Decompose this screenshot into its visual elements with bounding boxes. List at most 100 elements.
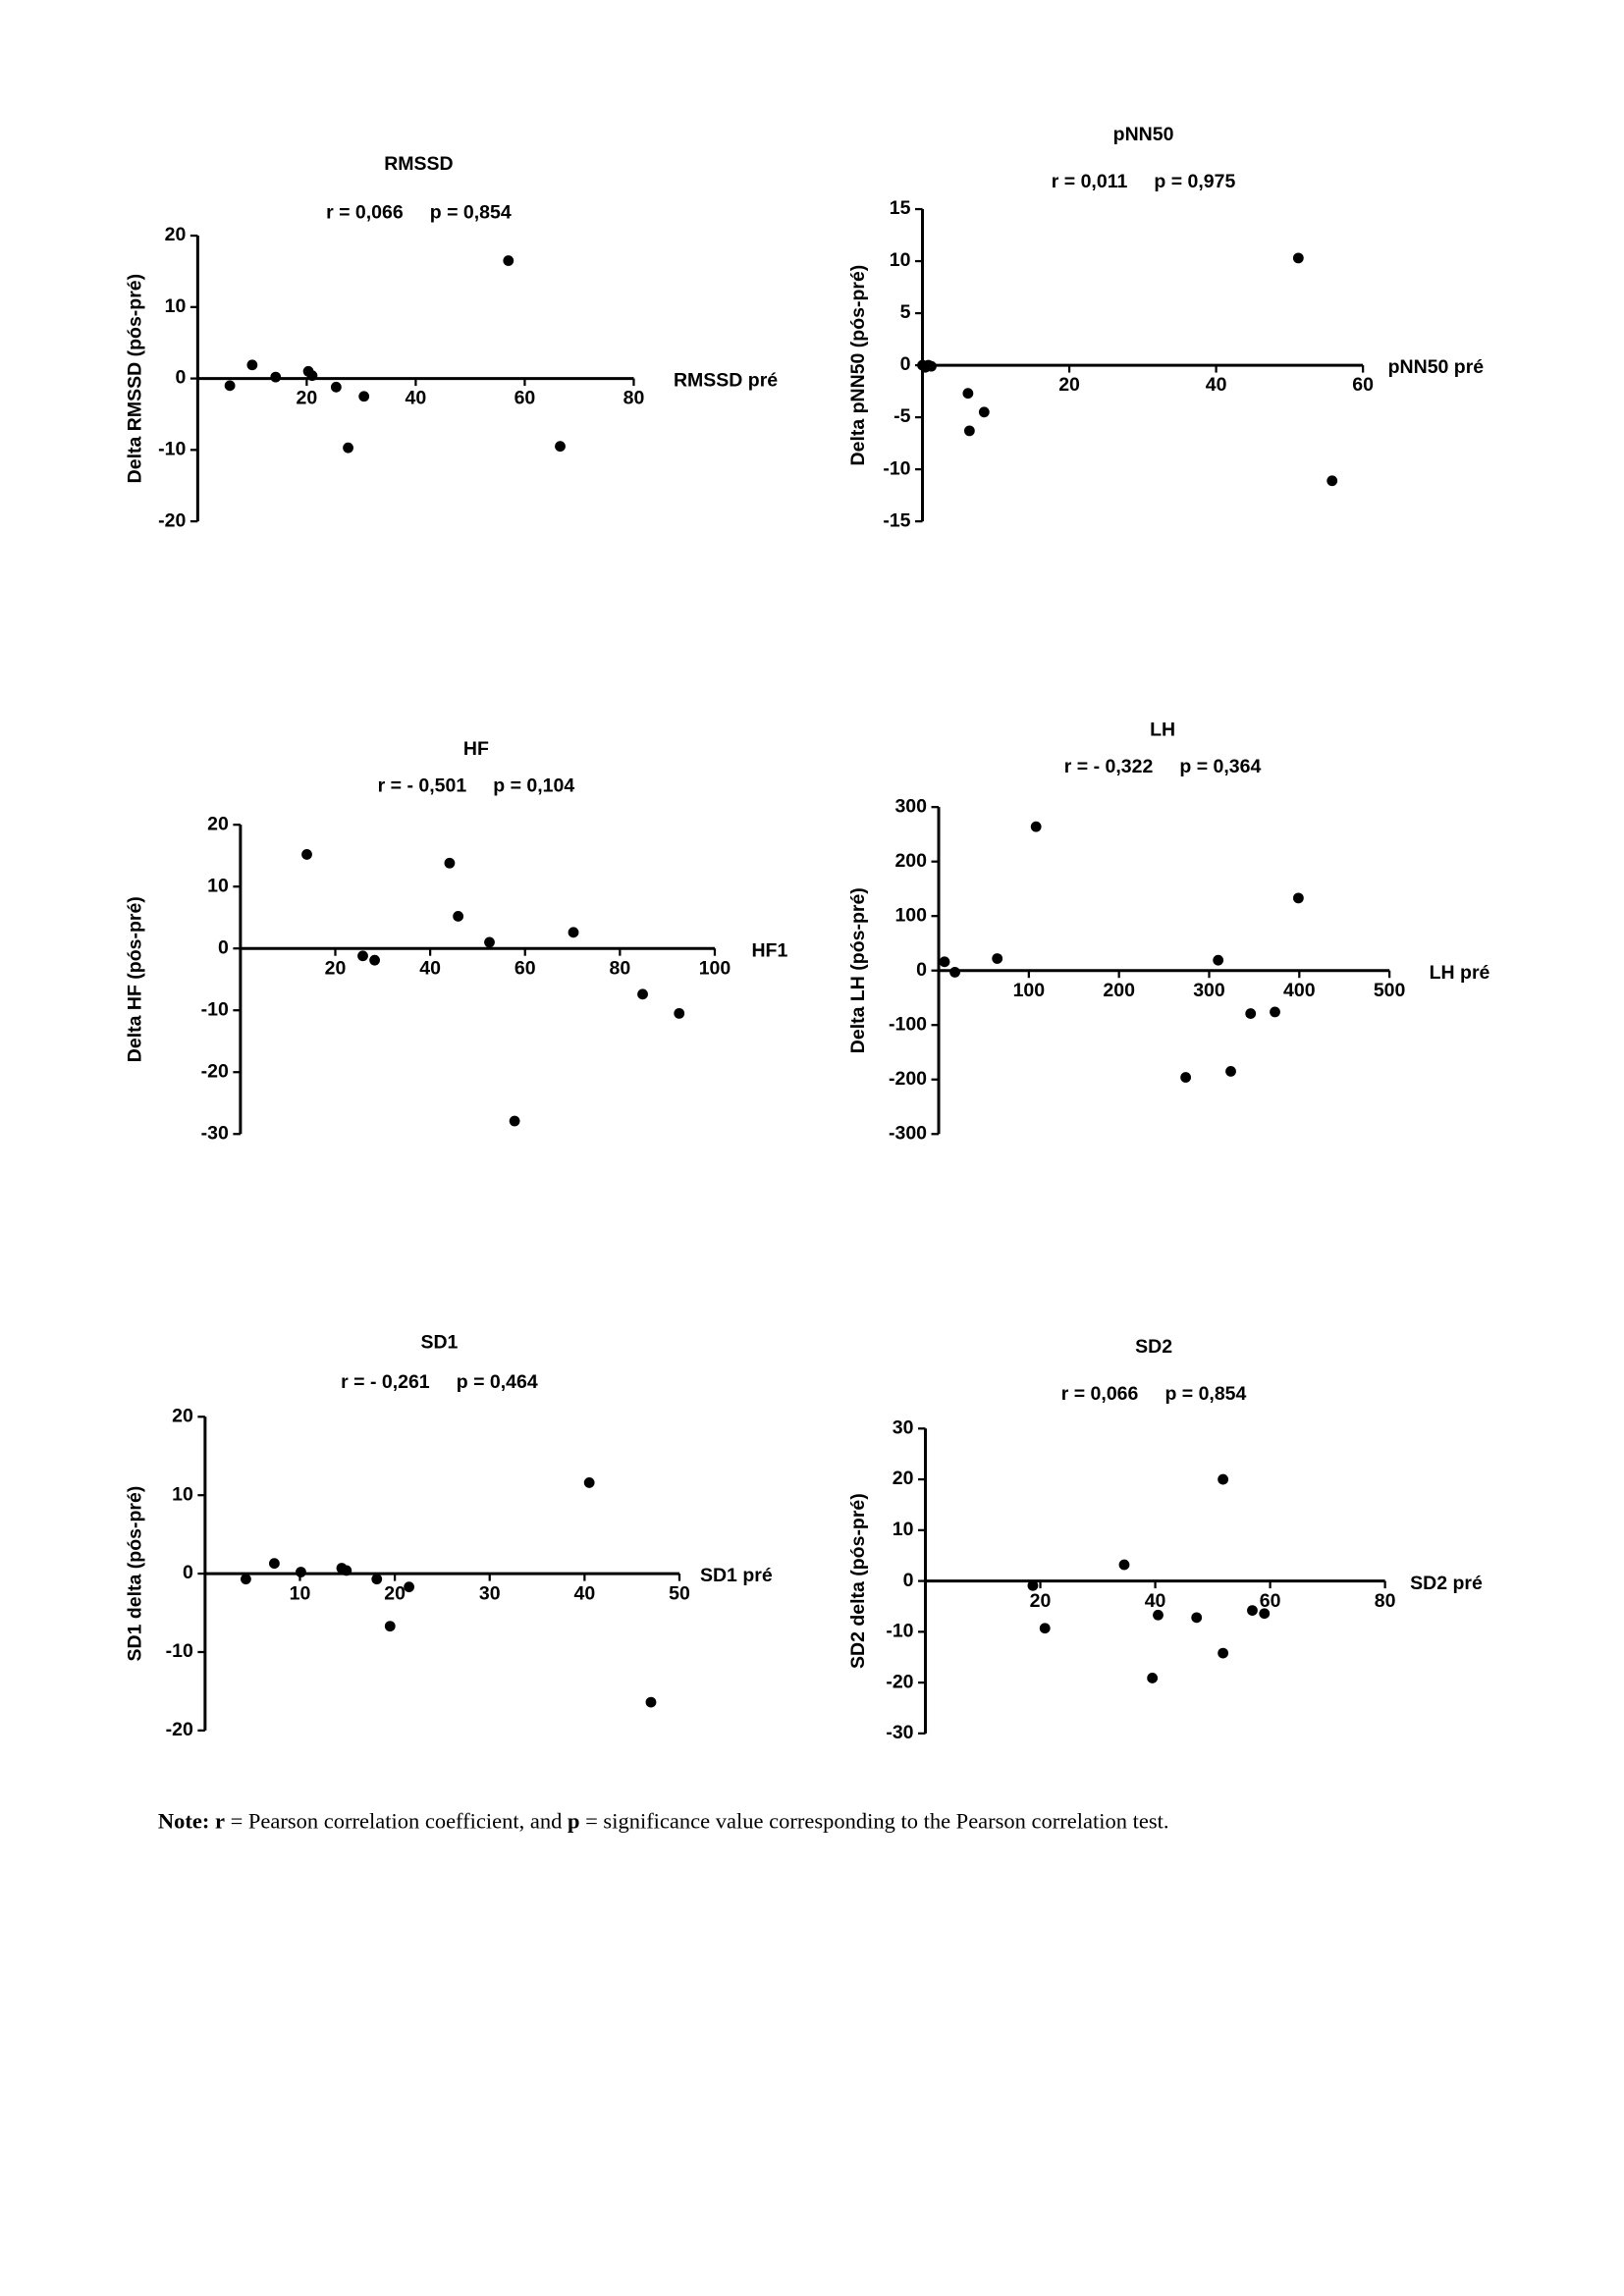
x-tick-label: 60 <box>514 957 536 979</box>
note-text: = Pearson correlation coefficient, and <box>225 1809 568 1834</box>
x-tick-label: 200 <box>1103 980 1135 1001</box>
x-tick-label: 60 <box>514 388 536 409</box>
point <box>1039 1623 1051 1634</box>
chart-title: SD2 <box>1135 1336 1172 1358</box>
y-tick-label: -10 <box>886 1621 913 1642</box>
point <box>301 849 312 860</box>
y-tick-label: -30 <box>886 1722 913 1743</box>
point <box>444 857 456 869</box>
point <box>645 1696 657 1708</box>
point <box>1225 1066 1236 1077</box>
y-axis-label: SD1 delta (pós-pré) <box>125 1486 146 1662</box>
y-tick-label: -10 <box>201 998 229 1020</box>
point <box>1259 1608 1271 1620</box>
y-tick-label: -300 <box>889 1122 927 1144</box>
x-tick-label: 80 <box>623 388 645 409</box>
y-tick-label: 15 <box>890 197 911 219</box>
x-tick-label: 80 <box>610 957 631 979</box>
point <box>555 441 566 453</box>
y-tick-label: -10 <box>158 439 186 460</box>
point <box>358 391 370 402</box>
point <box>1245 1008 1257 1019</box>
y-tick-label: -15 <box>883 509 910 531</box>
x-tick-label: 10 <box>290 1582 311 1604</box>
point <box>296 1567 306 1577</box>
y-tick-label: -200 <box>889 1068 927 1090</box>
x-axis-label: RMSSD pré <box>674 370 778 392</box>
point <box>1213 954 1224 966</box>
y-tick-label: -20 <box>886 1671 913 1692</box>
point <box>1191 1612 1203 1624</box>
x-tick-label: 60 <box>1260 1590 1281 1612</box>
x-axis-label: HF1 <box>751 939 787 961</box>
x-tick-label: 30 <box>479 1582 501 1604</box>
point <box>1153 1609 1164 1621</box>
chart-subtitle: r = - 0,501 p = 0,104 <box>378 774 575 796</box>
note-label: Note: <box>158 1809 209 1834</box>
x-tick-label: 20 <box>297 388 318 409</box>
point <box>357 950 368 962</box>
y-tick-label: -30 <box>201 1122 229 1144</box>
note-symbol: p <box>568 1809 580 1834</box>
x-tick-label: 300 <box>1193 980 1225 1001</box>
point <box>1030 821 1042 832</box>
x-tick-label: 20 <box>1058 374 1080 396</box>
point <box>637 988 648 1000</box>
y-tick-label: -10 <box>166 1640 193 1662</box>
y-tick-label: 10 <box>172 1483 193 1505</box>
x-tick-label: 40 <box>419 957 441 979</box>
point <box>246 359 258 371</box>
point <box>509 1115 520 1127</box>
point <box>1147 1673 1159 1683</box>
y-tick-label: 0 <box>218 936 229 958</box>
point <box>241 1574 251 1585</box>
y-axis-label: Delta pNN50 (pós-pré) <box>847 265 869 466</box>
y-tick-label: 20 <box>172 1405 193 1426</box>
note-symbol: r <box>209 1809 225 1834</box>
chart-title: RMSSD <box>384 153 453 175</box>
point <box>330 381 342 393</box>
point <box>1292 892 1304 904</box>
y-tick-label: 20 <box>165 224 187 245</box>
x-tick-label: 40 <box>1206 374 1227 396</box>
chart-subtitle: r = 0,066 p = 0,854 <box>326 202 512 224</box>
y-axis-label: Delta LH (pós-pré) <box>847 887 869 1053</box>
point <box>1247 1605 1258 1617</box>
chart-subtitle: r = 0,066 p = 0,854 <box>1061 1383 1247 1405</box>
chart-title: SD1 <box>420 1331 458 1353</box>
y-tick-label: 10 <box>207 875 229 896</box>
y-tick-label: 200 <box>894 850 927 872</box>
point <box>1270 1006 1280 1018</box>
point <box>369 954 380 966</box>
point <box>384 1621 396 1632</box>
x-axis-label: SD2 pré <box>1410 1573 1483 1594</box>
point <box>268 1558 280 1570</box>
y-axis-label: SD2 delta (pós-pré) <box>847 1493 869 1669</box>
point <box>992 953 1003 964</box>
y-tick-label: -10 <box>883 457 910 479</box>
x-tick-label: 20 <box>325 957 347 979</box>
y-tick-label: -20 <box>166 1719 193 1740</box>
x-tick-label: 40 <box>406 388 427 409</box>
y-tick-label: -20 <box>158 509 186 531</box>
point <box>978 406 990 418</box>
point <box>926 360 937 372</box>
point <box>1326 475 1338 487</box>
x-tick-label: 40 <box>1145 1590 1166 1612</box>
chart-subtitle: r = - 0,322 p = 0,364 <box>1064 756 1262 777</box>
point <box>1118 1559 1130 1571</box>
point <box>1218 1473 1229 1485</box>
point <box>1180 1072 1192 1083</box>
point <box>568 927 579 938</box>
x-tick-label: 20 <box>384 1582 406 1604</box>
point <box>963 425 975 437</box>
point <box>949 966 960 978</box>
point <box>453 911 464 922</box>
y-tick-label: 300 <box>894 795 927 817</box>
point <box>939 956 950 968</box>
point <box>270 371 282 383</box>
note: Note: r = Pearson correlation coefficien… <box>158 1809 1169 1834</box>
y-axis-label: Delta HF (pós-pré) <box>125 896 146 1062</box>
x-tick-label: 100 <box>699 957 731 979</box>
x-axis-label: pNN50 pré <box>1388 356 1485 378</box>
